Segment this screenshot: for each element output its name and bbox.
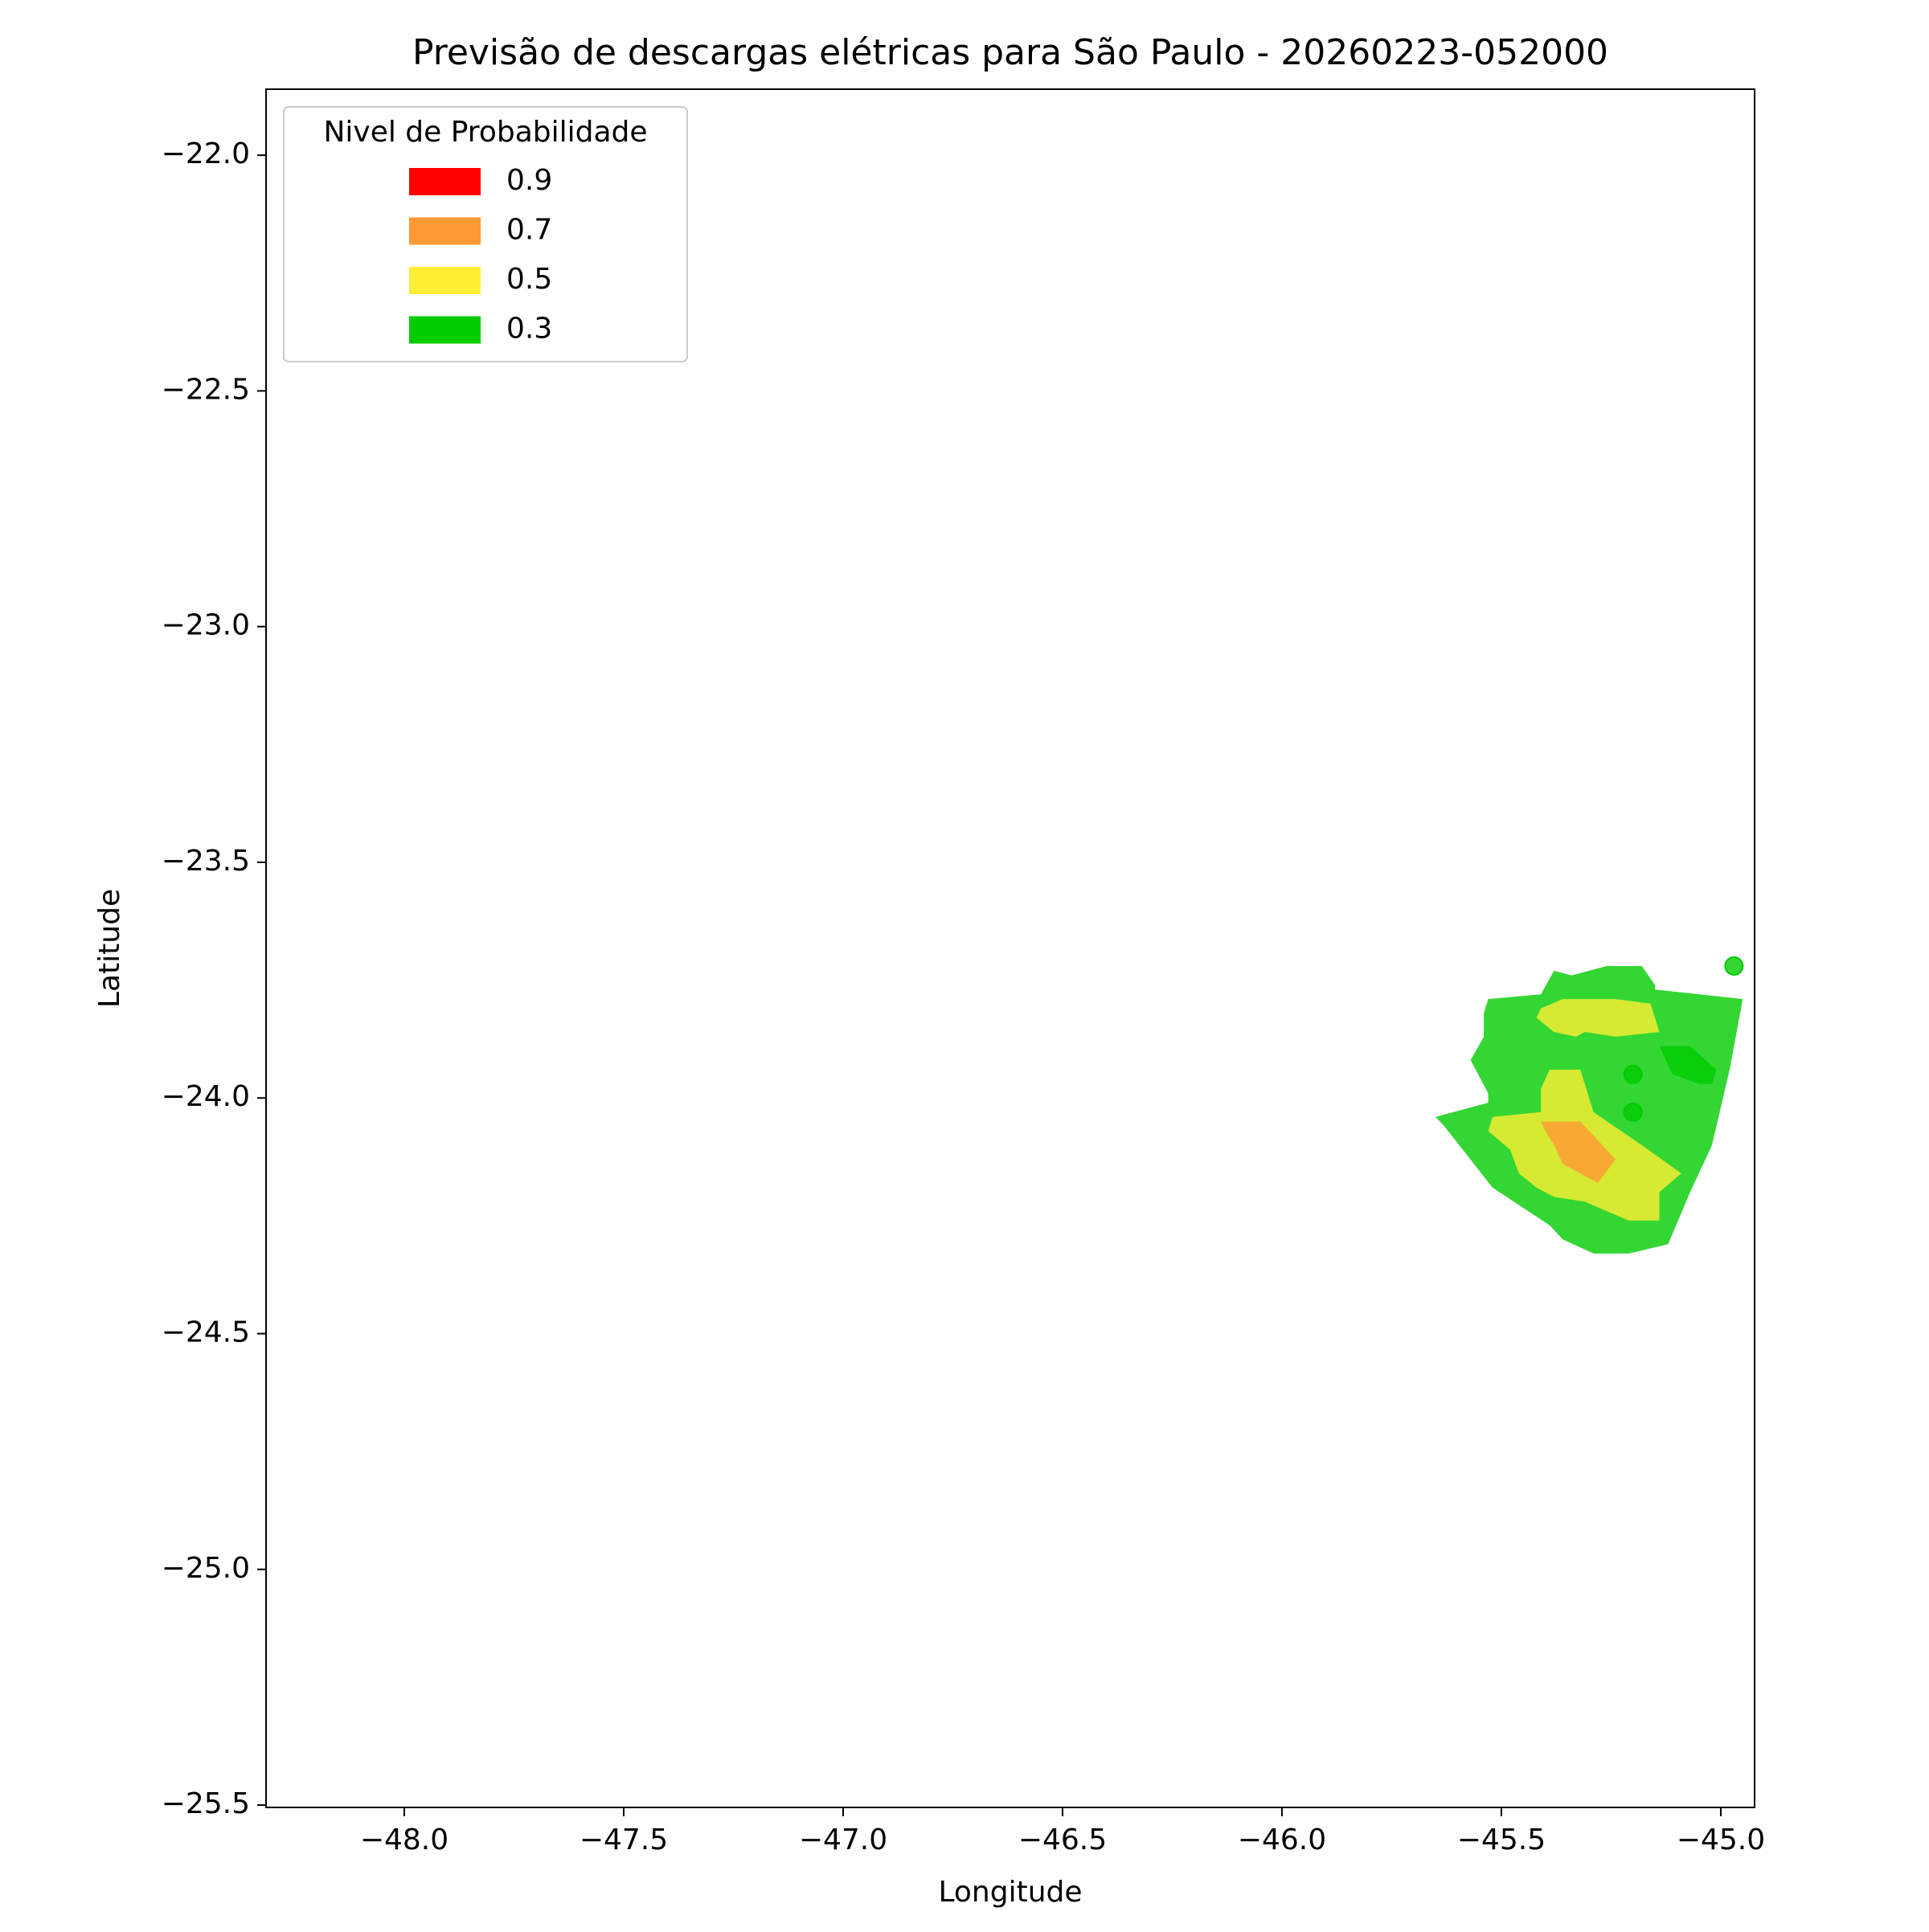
y-tick-label: −24.5 [162,1316,250,1349]
legend-label: 0.3 [506,313,552,346]
x-tick-label: −48.0 [360,1824,448,1856]
plot-area [1435,956,1744,1254]
point [1724,956,1744,976]
y-tick-label: −24.0 [162,1080,250,1113]
legend-label: 0.7 [506,214,552,247]
x-tick-label: −47.0 [799,1824,887,1856]
y-tick-label: −22.5 [162,373,250,406]
y-tick-label: −22.0 [162,137,250,170]
x-tick-label: −45.0 [1677,1824,1765,1856]
legend-swatch [409,267,481,294]
point [1623,1064,1643,1084]
contour-region [1659,1046,1717,1084]
y-axis-label: Latitude [93,889,126,1008]
legend-swatch [409,316,481,344]
legend-label: 0.9 [506,164,552,197]
x-tick-label: −46.0 [1238,1824,1326,1856]
y-tick-label: −25.5 [162,1787,250,1820]
legend-box [283,106,688,362]
legend-swatch [409,168,481,195]
point [1623,1102,1643,1122]
x-axis-label: Longitude [938,1876,1082,1909]
x-tick-label: −46.5 [1018,1824,1107,1856]
legend-title: Nivel de Probabilidade [323,116,647,149]
y-tick-label: −23.0 [162,609,250,642]
contour-region [1536,999,1660,1037]
chart-title: Previsão de descargas elétricas para São… [412,32,1608,73]
axes-frame [265,88,1755,1808]
x-tick-label: −47.5 [580,1824,668,1856]
x-tick-label: −45.5 [1457,1824,1546,1856]
y-tick-label: −25.0 [162,1552,250,1585]
contour-region [1541,1121,1616,1183]
legend-label: 0.5 [506,263,552,296]
y-tick-label: −23.5 [162,845,250,878]
legend-swatch [409,217,481,245]
